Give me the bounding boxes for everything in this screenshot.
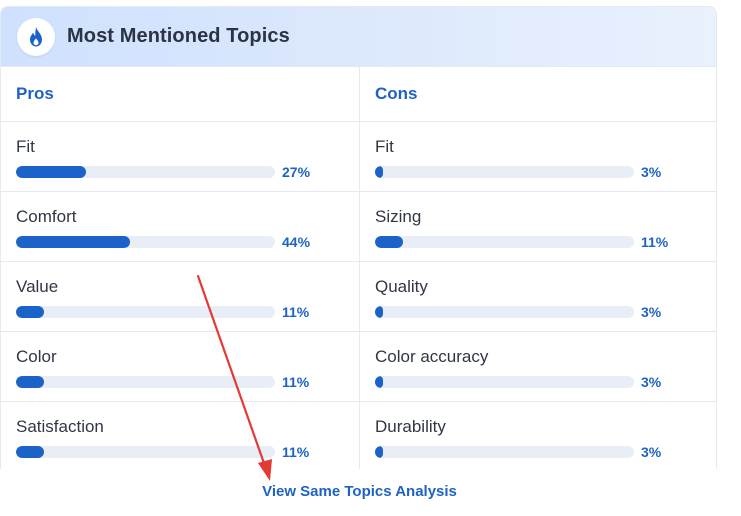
progress-fill bbox=[375, 376, 383, 388]
topic-percent: 3% bbox=[641, 444, 662, 460]
topic-label: Value bbox=[16, 277, 59, 296]
pros-topic-row: Fit 27% bbox=[1, 122, 359, 192]
progress-fill bbox=[375, 446, 383, 458]
progress-track bbox=[16, 446, 275, 458]
view-topics-analysis-link[interactable]: View Same Topics Analysis bbox=[262, 483, 457, 500]
topic-percent: 44% bbox=[282, 234, 311, 250]
pros-heading: Pros bbox=[1, 67, 359, 122]
cons-topic-row: Color accuracy 3% bbox=[360, 332, 716, 402]
pros-topic-row: Value 11% bbox=[1, 262, 359, 332]
topic-bar-line: 3% bbox=[375, 164, 716, 180]
cons-column: Cons Fit 3% Sizing 11% Quality 3% Color accura… bbox=[360, 67, 716, 469]
card-title: Most Mentioned Topics bbox=[67, 25, 290, 47]
topic-bar-line: 44% bbox=[16, 234, 359, 250]
progress-track bbox=[16, 376, 275, 388]
topic-percent: 11% bbox=[282, 444, 310, 460]
progress-track bbox=[375, 166, 634, 178]
card-header: Most Mentioned Topics bbox=[1, 7, 716, 67]
topic-label: Color bbox=[16, 347, 57, 366]
topic-label: Sizing bbox=[375, 207, 422, 226]
topic-bar-line: 3% bbox=[375, 444, 716, 460]
pros-topic-row: Comfort 44% bbox=[1, 192, 359, 262]
progress-fill bbox=[16, 306, 45, 318]
progress-track bbox=[16, 236, 275, 248]
card-footer: View Same Topics Analysis bbox=[0, 469, 717, 516]
progress-track bbox=[375, 446, 634, 458]
topic-bar-line: 3% bbox=[375, 374, 716, 390]
pros-column: Pros Fit 27% Comfort 44% Value 11% Color 11% Sat… bbox=[1, 67, 360, 469]
topic-percent: 3% bbox=[641, 164, 662, 180]
topic-percent: 11% bbox=[641, 234, 669, 250]
topic-bar-line: 3% bbox=[375, 304, 716, 320]
progress-fill bbox=[16, 446, 45, 458]
progress-fill bbox=[375, 306, 383, 318]
cons-topic-row: Fit 3% bbox=[360, 122, 716, 192]
pros-topic-row: Satisfaction 11% bbox=[1, 402, 359, 469]
progress-track bbox=[16, 166, 275, 178]
cons-topic-row: Durability 3% bbox=[360, 402, 716, 469]
topic-label: Quality bbox=[375, 277, 428, 296]
progress-track bbox=[375, 306, 634, 318]
topic-label: Fit bbox=[16, 137, 35, 156]
progress-fill bbox=[16, 376, 45, 388]
topic-percent: 11% bbox=[282, 304, 310, 320]
progress-fill bbox=[16, 166, 86, 178]
topic-bar-line: 11% bbox=[16, 304, 359, 320]
cons-heading: Cons bbox=[360, 67, 716, 122]
cons-topic-row: Sizing 11% bbox=[360, 192, 716, 262]
topics-grid: Pros Fit 27% Comfort 44% Value 11% Color 11% Sat… bbox=[1, 67, 716, 469]
pros-topic-row: Color 11% bbox=[1, 332, 359, 402]
topic-label: Color accuracy bbox=[375, 347, 489, 366]
topic-label: Fit bbox=[375, 137, 394, 156]
topic-percent: 27% bbox=[282, 164, 311, 180]
topic-percent: 3% bbox=[641, 374, 662, 390]
cons-topic-row: Quality 3% bbox=[360, 262, 716, 332]
topic-bar-line: 11% bbox=[375, 234, 716, 250]
topic-bar-line: 11% bbox=[16, 374, 359, 390]
topic-percent: 11% bbox=[282, 374, 310, 390]
progress-fill bbox=[16, 236, 130, 248]
progress-track bbox=[375, 236, 634, 248]
topic-bar-line: 11% bbox=[16, 444, 359, 460]
topic-percent: 3% bbox=[641, 304, 662, 320]
topic-label: Comfort bbox=[16, 207, 77, 226]
topic-label: Durability bbox=[375, 417, 446, 436]
topic-bar-line: 27% bbox=[16, 164, 359, 180]
progress-track bbox=[375, 376, 634, 388]
progress-track bbox=[16, 306, 275, 318]
progress-fill bbox=[375, 166, 383, 178]
topics-card: Most Mentioned Topics Pros Fit 27% Comfort… bbox=[0, 6, 717, 469]
progress-fill bbox=[375, 236, 404, 248]
topic-label: Satisfaction bbox=[16, 417, 104, 436]
flame-icon bbox=[17, 17, 55, 56]
